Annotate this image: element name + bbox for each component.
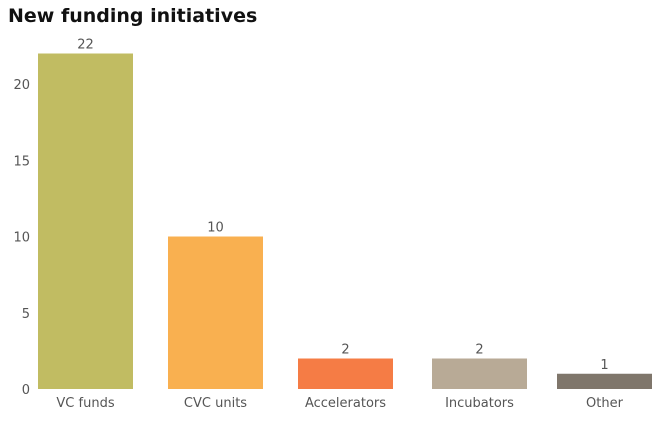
data-label: 22 bbox=[77, 38, 94, 53]
bar-cvc-units bbox=[168, 236, 263, 389]
x-tick-label: Accelerators bbox=[305, 396, 386, 411]
bar-incubators bbox=[432, 358, 527, 389]
bar-vc-funds bbox=[38, 53, 133, 389]
data-label: 1 bbox=[600, 358, 608, 373]
y-tick-label: 20 bbox=[13, 78, 30, 93]
x-tick-label: CVC units bbox=[184, 396, 247, 411]
chart-title: New funding initiatives bbox=[8, 5, 258, 27]
x-tick-label: Incubators bbox=[445, 396, 514, 411]
x-tick-label: VC funds bbox=[56, 396, 114, 411]
data-label: 2 bbox=[475, 343, 483, 358]
y-tick-label: 15 bbox=[13, 154, 30, 169]
data-label: 10 bbox=[207, 221, 224, 236]
x-tick-label: Other bbox=[586, 396, 624, 411]
bar-other bbox=[557, 373, 652, 389]
y-tick-label: 10 bbox=[13, 231, 30, 246]
data-label: 2 bbox=[341, 343, 349, 358]
y-tick-label: 0 bbox=[22, 383, 30, 398]
bar-accelerators bbox=[298, 358, 393, 389]
y-tick-label: 5 bbox=[22, 307, 30, 322]
